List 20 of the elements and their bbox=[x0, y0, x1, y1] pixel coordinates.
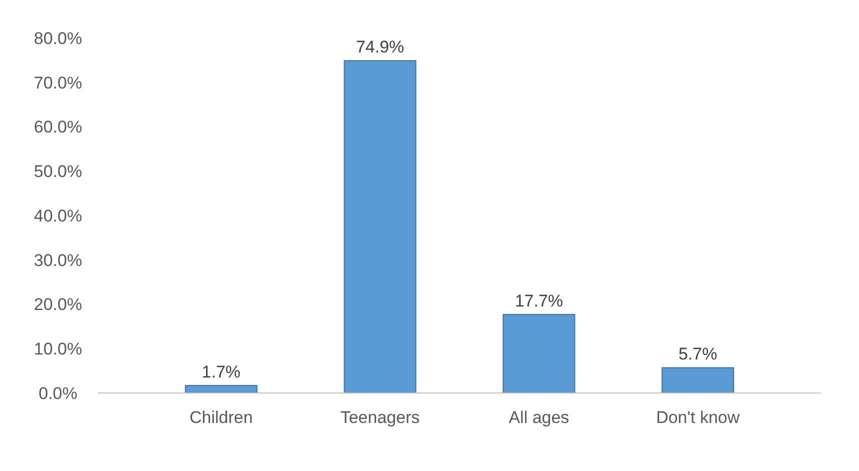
y-tick-label: 80.0% bbox=[34, 28, 82, 48]
x-tick-label: Don't know bbox=[656, 408, 740, 427]
x-tick-label: Teenagers bbox=[340, 408, 420, 427]
data-label: 17.7% bbox=[514, 291, 564, 310]
x-tick-label: Children bbox=[189, 408, 253, 427]
data-label: 1.7% bbox=[202, 362, 241, 382]
y-tick-label: 30.0% bbox=[34, 250, 82, 270]
y-tick-label: 70.0% bbox=[34, 73, 82, 92]
data-label: 74.9% bbox=[356, 38, 404, 57]
y-tick-label: 50.0% bbox=[34, 162, 82, 182]
bar bbox=[502, 314, 576, 394]
y-tick-label: 10.0% bbox=[34, 340, 82, 359]
y-tick-label: 20.0% bbox=[34, 295, 82, 314]
y-tick-label: 0.0% bbox=[38, 384, 78, 403]
y-tick-label: 60.0% bbox=[34, 118, 82, 137]
data-label: 5.7% bbox=[678, 344, 718, 364]
y-tick-label: 40.0% bbox=[34, 206, 82, 226]
bar bbox=[662, 367, 734, 394]
bar bbox=[344, 60, 416, 394]
x-tick-label: All ages bbox=[508, 408, 570, 427]
